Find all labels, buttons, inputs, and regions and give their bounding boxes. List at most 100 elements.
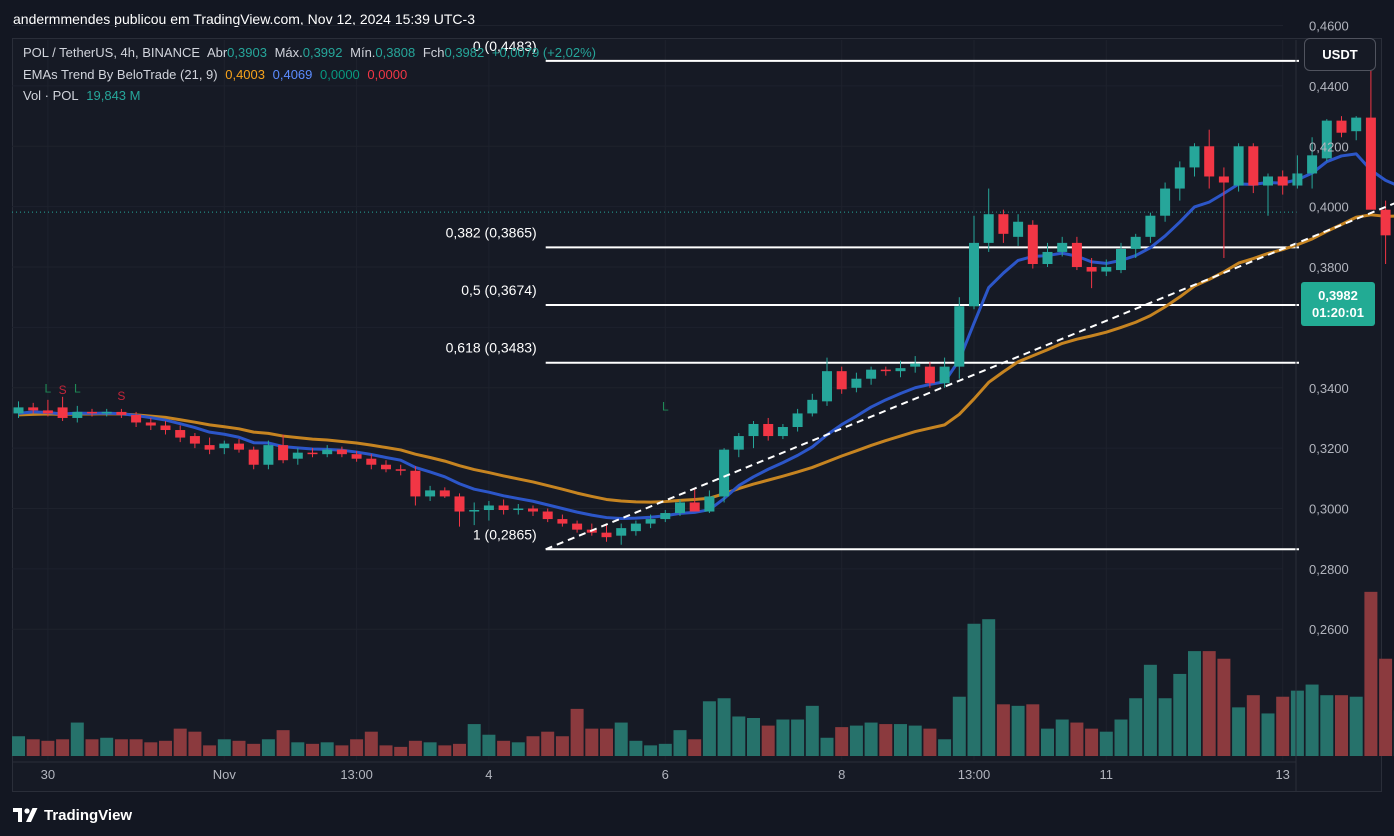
candle-down <box>28 402 39 414</box>
fib-level-label: 0 (0,4483) <box>473 38 537 54</box>
candle-down <box>395 464 406 476</box>
candle-body <box>1233 146 1244 186</box>
price-tick-label: 0,4400 <box>1309 79 1349 94</box>
volume-bar <box>379 745 393 756</box>
volume-bar <box>261 739 275 756</box>
candle-body <box>204 445 215 450</box>
candle-body <box>748 423 759 437</box>
candle-body <box>278 445 289 461</box>
candle-down <box>336 446 347 458</box>
candle-body <box>483 505 494 511</box>
time-tick-label: 6 <box>662 767 669 782</box>
volume-bar <box>482 734 496 756</box>
candle-body <box>513 508 524 511</box>
publish-line: andermmendes publicou em TradingView.com… <box>13 11 475 27</box>
volume-bar <box>12 736 25 756</box>
candle-down <box>1086 257 1097 289</box>
candle-up <box>616 523 627 545</box>
candle-body <box>983 214 994 243</box>
volume-name[interactable]: Vol · POL <box>23 88 79 103</box>
volume-bar <box>1261 713 1275 756</box>
candle-body <box>1204 146 1215 177</box>
candle-body <box>1351 117 1362 132</box>
indicator-name[interactable]: EMAs Trend By BeloTrade (21, 9) <box>23 67 218 82</box>
candle-down <box>454 493 465 527</box>
ema21-value: 0,4003 <box>225 67 265 82</box>
ema9-value: 0,4069 <box>272 67 313 82</box>
candle-body <box>895 368 906 372</box>
signal-label: L <box>74 381 81 395</box>
volume-bar <box>423 742 437 756</box>
candle-body <box>851 378 862 388</box>
candle-down <box>924 362 935 388</box>
candles <box>13 64 1391 545</box>
candle-body <box>719 449 730 497</box>
candle-body <box>1380 209 1391 236</box>
candle-up <box>748 420 759 449</box>
candle-down <box>542 508 553 523</box>
time-tick-label: 8 <box>838 767 845 782</box>
candle-body <box>1071 242 1082 268</box>
candle-body <box>410 470 421 497</box>
volume-bar <box>1129 698 1143 756</box>
volume-bar <box>923 728 937 756</box>
candle-down <box>439 487 450 498</box>
legend-indicator-row: EMAs Trend By BeloTrade (21, 9) 0,4003 0… <box>23 67 411 82</box>
candle-body <box>439 490 450 497</box>
candle-up <box>322 445 333 458</box>
volume-bar <box>835 727 849 756</box>
tradingview-brand[interactable]: TradingView <box>13 804 132 826</box>
candle-body <box>660 513 671 520</box>
candle-up <box>72 405 83 423</box>
candle-body <box>1086 267 1097 272</box>
candle-up <box>969 215 979 310</box>
volume-bar <box>761 725 775 756</box>
candle-down <box>1071 236 1082 271</box>
volume-bar <box>1290 690 1304 756</box>
dashed-trendline <box>545 202 1394 551</box>
volume-bar <box>41 740 55 756</box>
fibonacci-retracement: 0 (0,4483) 0,382 (0,3865) 0,5 (0,3674) 0,61… <box>12 38 1299 551</box>
indicator-value-4: 0,0000 <box>367 67 408 82</box>
candle-body <box>28 407 39 411</box>
volume-bar <box>894 724 907 756</box>
candle-up <box>807 393 818 417</box>
candle-up <box>645 514 656 529</box>
candle-down <box>763 417 774 441</box>
legend-volume-row: Vol · POL 19,843 M <box>23 88 144 103</box>
candle-up <box>895 360 906 378</box>
volume-bar <box>438 745 452 756</box>
volume-bar <box>1379 658 1393 756</box>
candle-body <box>1130 236 1141 249</box>
volume-bar <box>952 696 966 756</box>
volume-bar <box>747 718 760 756</box>
candle-body <box>1336 120 1347 133</box>
candle-body <box>763 423 774 437</box>
high-value: 0,3992 <box>302 45 343 60</box>
candle-up <box>822 357 832 406</box>
price-tick-label: 0,2800 <box>1309 562 1349 577</box>
bar-countdown: 01:20:01 <box>1311 305 1365 320</box>
volume-bar <box>1158 698 1172 756</box>
volume-bar <box>996 704 1010 756</box>
volume-bar <box>511 742 525 756</box>
currency-button[interactable]: USDT <box>1304 38 1376 71</box>
candle-down <box>1380 200 1391 265</box>
symbol-name[interactable]: POL / TetherUS, 4h, BINANCE <box>23 45 201 60</box>
candle-down <box>836 366 847 394</box>
time-axis: 30 Nov 13:00 4 6 8 13:00 11 13 <box>12 761 1296 782</box>
candle-up <box>866 366 877 385</box>
candle-body <box>454 496 465 512</box>
candle-body <box>1365 117 1376 210</box>
candle-down <box>234 439 244 453</box>
close-label: Fch <box>422 45 445 60</box>
volume-bar <box>1041 728 1054 756</box>
candle-body <box>72 411 83 418</box>
volume-bar <box>203 745 217 756</box>
ema-slow-line <box>18 213 1394 504</box>
candle-up <box>1292 155 1303 189</box>
candle-up <box>513 503 524 515</box>
volume-bar <box>702 701 716 756</box>
candle-up <box>425 485 436 501</box>
